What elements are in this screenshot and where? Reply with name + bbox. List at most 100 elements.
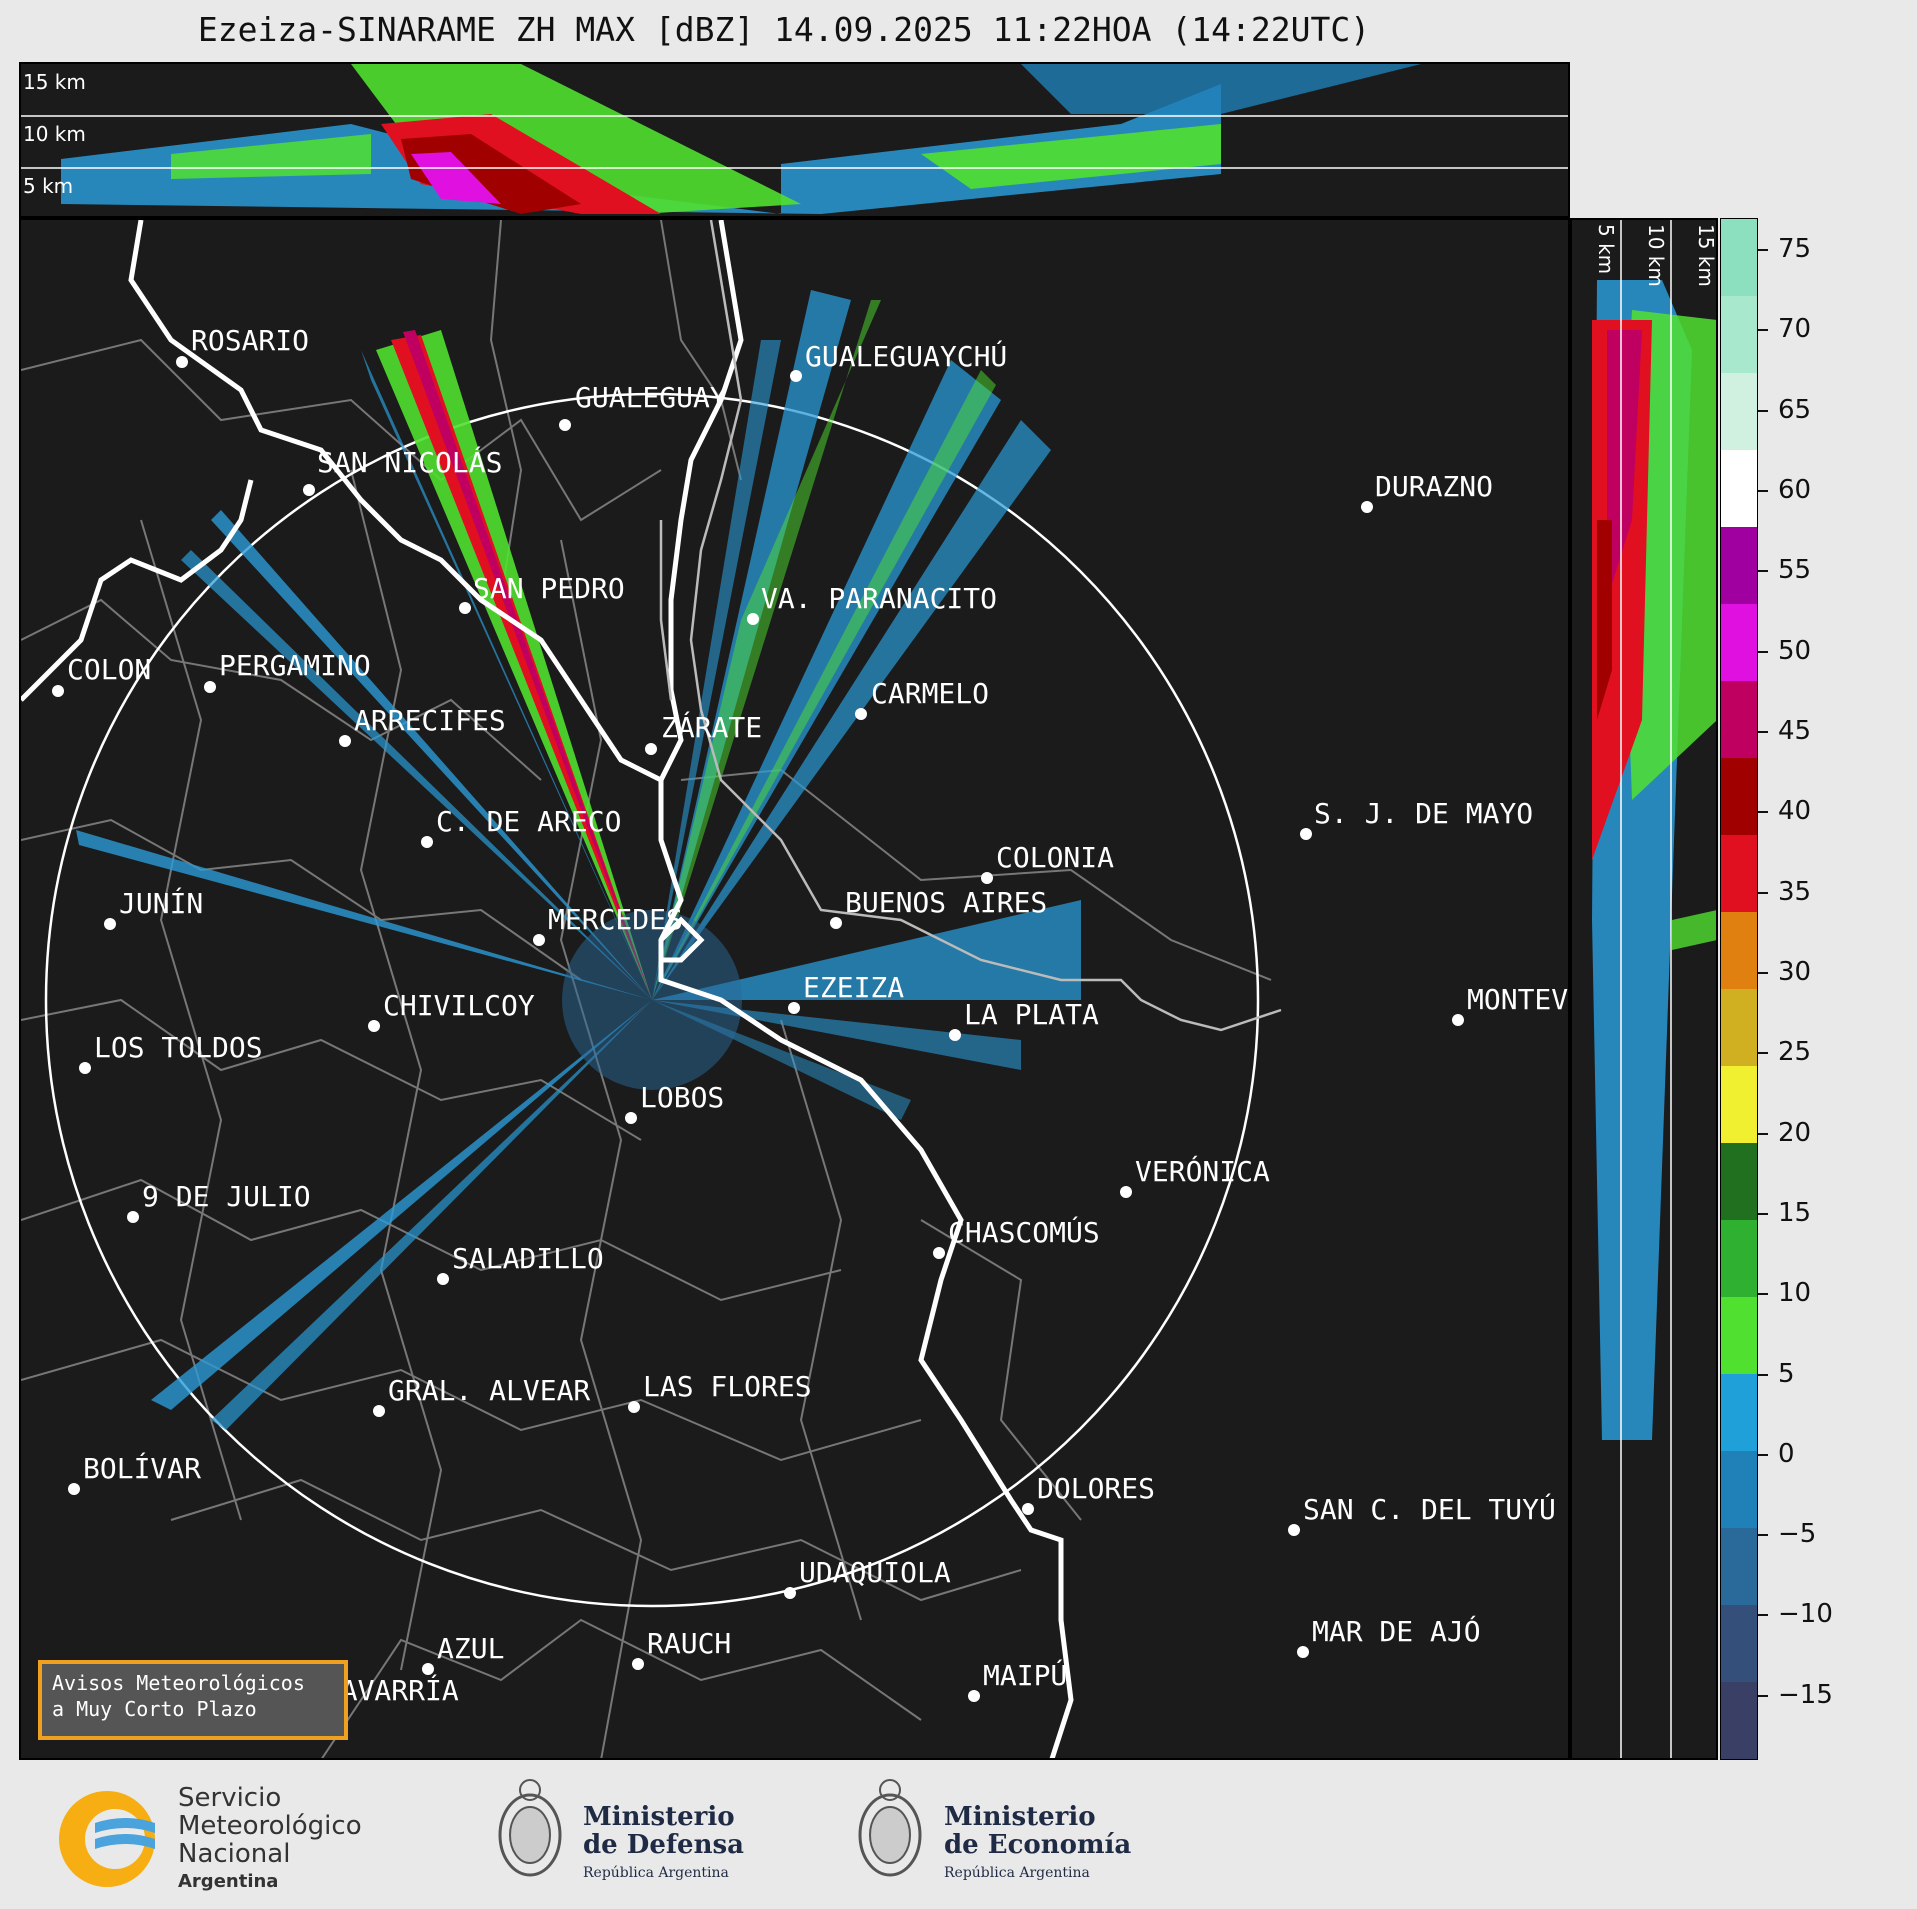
height-label: 5 km [1594,224,1618,274]
cities-layer: ROSARIO GUALEGUAYCHÚ GUALEGUAY SAN NICOL… [52,324,1570,1717]
svg-text:MONTEVIDEO: MONTEVIDEO [1467,983,1570,1016]
reflectivity-colorbar [1720,218,1758,1760]
colorbar-tick-label: 40 [1778,796,1812,827]
colorbar-tick-mark [1758,490,1768,493]
radar-map-panel: ROSARIO GUALEGUAYCHÚ GUALEGUAY SAN NICOL… [19,218,1570,1760]
svg-text:CHASCOMÚS: CHASCOMÚS [948,1215,1100,1249]
defensa-line: Ministerio [583,1802,735,1832]
colorbar-tick-label: 35 [1778,876,1812,907]
colorbar-tick-mark [1758,1293,1768,1296]
smn-logo-icon [59,1791,155,1887]
city-chascomus: CHASCOMÚS [933,1215,1100,1259]
city-veronica: VERÓNICA [1120,1154,1270,1198]
radar-range-ring [44,392,1260,1608]
smn-line: Nacional [178,1839,291,1869]
svg-text:EZEIZA: EZEIZA [803,971,904,1004]
radar-echoes [76,290,1081,1430]
city-va-paranacito: VA. PARANACITO [747,582,997,625]
city-rosario: ROSARIO [176,324,309,368]
colorbar-tick-label: 50 [1778,635,1812,666]
colorbar-tick-mark [1758,329,1768,332]
side-cross-section: 5 km 10 km 15 km [1592,220,1716,1758]
colorbar-tick-label: 25 [1778,1037,1812,1068]
colorbar-tick-mark [1758,409,1768,412]
colorbar-tick-mark [1758,1373,1768,1376]
city-durazno: DURAZNO [1361,470,1493,513]
economia-line: Ministerio [944,1802,1096,1832]
colorbar-tick-label: 5 [1778,1358,1795,1389]
top-cross-section-panel: 15 km 10 km 5 km [19,62,1570,218]
svg-text:DURAZNO: DURAZNO [1375,470,1493,503]
defensa-line: República Argentina [583,1865,729,1881]
top-echo [61,64,1421,214]
colorbar-tick-mark [1758,1212,1768,1215]
colorbar-tick-mark [1758,811,1768,814]
height-label: 5 km [23,174,73,198]
city-gualeguay: GUALEGUAY [559,381,727,431]
city-zarate: ZÁRATE [645,710,762,755]
svg-text:SAN C. DEL TUYÚ: SAN C. DEL TUYÚ [1303,1492,1556,1526]
svg-text:ROSARIO: ROSARIO [191,324,309,357]
coastline-and-borders [21,220,1074,1758]
city-c-de-areco: C. DE ARECO [421,805,621,848]
city-la-plata: LA PLATA [949,998,1099,1041]
shield-emblem-icon [498,1779,562,1877]
city-san-pedro: SAN PEDRO [459,572,625,614]
colorbar-tick-mark [1758,650,1768,653]
colorbar-tick-label: 65 [1778,394,1812,425]
city-carmelo: CARMELO [855,677,989,720]
shield-emblem-icon [858,1779,922,1877]
city-buenos-aires: BUENOS AIRES [830,886,1047,929]
city-bolivar: BOLÍVAR [68,1451,201,1495]
city-san-c-del-tuyu: SAN C. DEL TUYÚ [1288,1492,1556,1536]
avisos-line1: Avisos Meteorológicos [52,1671,305,1695]
svg-text:BUENOS AIRES: BUENOS AIRES [845,886,1047,919]
smn-logo-text: Servicio Meteorológico Nacional Argentin… [178,1784,362,1896]
city-mercedes: MERCEDES [533,903,683,946]
colorbar-tick-mark [1758,1694,1768,1697]
defensa-logo-text: Ministerio de Defensa República Argentin… [583,1803,744,1887]
height-label: 15 km [23,70,86,94]
city-udaquiola: UDAQUIOLA [784,1556,951,1599]
smn-line: Servicio [178,1783,282,1813]
colorbar-tick-mark [1758,731,1768,733]
svg-text:GUALEGUAYCHÚ: GUALEGUAYCHÚ [805,339,1007,373]
colorbar-tick-label: 15 [1778,1197,1812,1228]
svg-text:GRAL. ALVEAR: GRAL. ALVEAR [388,1374,590,1407]
city-colon: COLON [52,653,151,697]
svg-text:CHIVILCOY: CHIVILCOY [383,989,535,1022]
city-las-flores: LAS FLORES [628,1370,812,1413]
colorbar-tick-mark [1758,1052,1768,1055]
district-boundaries [21,220,1272,1758]
svg-text:BOLÍVAR: BOLÍVAR [83,1451,201,1485]
svg-text:UDAQUIOLA: UDAQUIOLA [799,1556,951,1589]
height-label: 10 km [1644,224,1668,287]
svg-text:RAUCH: RAUCH [647,1627,731,1660]
svg-text:ARRECIFES: ARRECIFES [354,704,506,737]
svg-text:C. DE ARECO: C. DE ARECO [436,805,621,838]
city-rauch: RAUCH [632,1627,731,1670]
svg-text:VA. PARANACITO: VA. PARANACITO [761,582,997,615]
svg-text:MAIPÚ: MAIPÚ [983,1658,1067,1692]
svg-text:MERCEDES: MERCEDES [548,903,683,936]
economia-line: República Argentina [944,1865,1090,1881]
svg-text:LAS FLORES: LAS FLORES [643,1370,812,1403]
city-dolores: DOLORES [1022,1472,1155,1515]
city-azul: AZUL [422,1632,504,1675]
city-chivilcoy: CHIVILCOY [368,989,535,1032]
smn-line: Argentina [178,1871,279,1892]
radar-map: ROSARIO GUALEGUAYCHÚ GUALEGUAY SAN NICOL… [21,220,1570,1758]
city-los-toldos: LOS TOLDOS [79,1031,263,1074]
city-pergamino: PERGAMINO [204,649,371,693]
svg-text:SAN NICOLÁS: SAN NICOLÁS [317,445,502,479]
page-title: Ezeiza-SINARAME ZH MAX [dBZ] 14.09.2025 … [197,10,1371,49]
city-sj-de-mayo: S. J. DE MAYO [1300,797,1533,840]
svg-text:9 DE JULIO: 9 DE JULIO [142,1180,311,1213]
economia-logo-text: Ministerio de Economía República Argenti… [944,1803,1131,1887]
city-gualeguaychu: GUALEGUAYCHÚ [790,339,1007,382]
colorbar-tick-label: −15 [1778,1679,1833,1710]
height-label: 10 km [23,122,86,146]
svg-text:LOBOS: LOBOS [640,1081,724,1114]
svg-text:DOLORES: DOLORES [1037,1472,1155,1505]
colorbar-tick-label: 55 [1778,555,1812,586]
